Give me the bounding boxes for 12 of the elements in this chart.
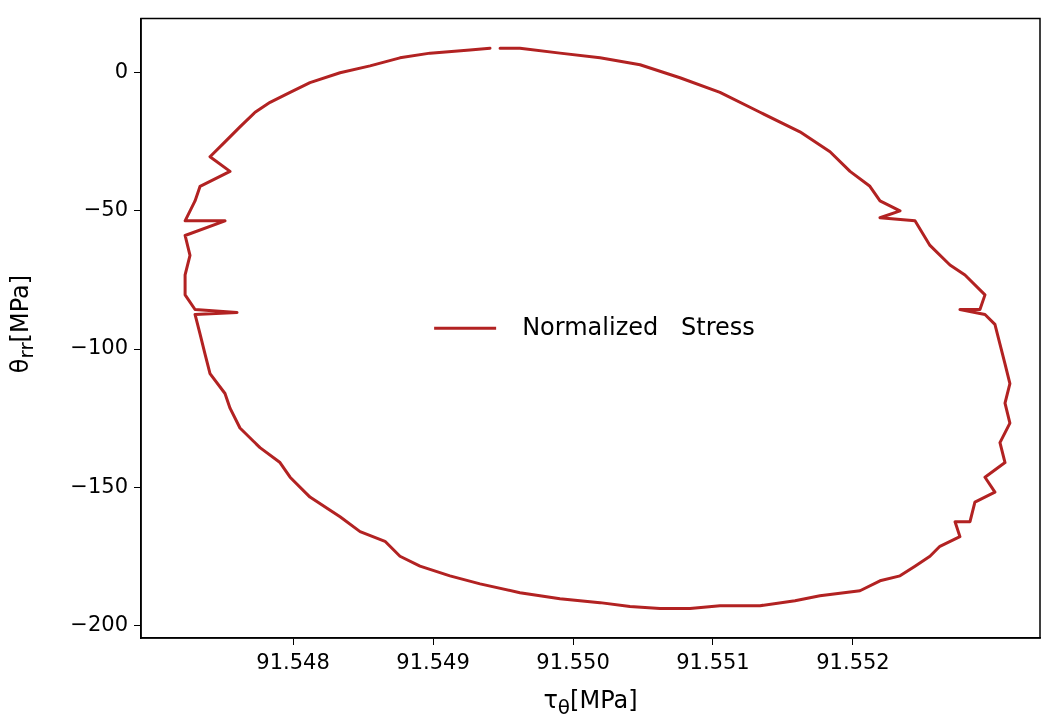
y-tick-label: −100 bbox=[70, 335, 128, 360]
x-tick-label: 91.551 bbox=[676, 650, 750, 675]
y-tick-label: −50 bbox=[83, 197, 128, 222]
legend-label: Normalized Stress bbox=[522, 312, 755, 341]
y-tick-label: 0 bbox=[114, 59, 128, 84]
x-axis-title: τ$_{θ}$[MPa] bbox=[542, 686, 639, 719]
x-tick-label: 91.552 bbox=[816, 650, 890, 675]
y-tick-label: −150 bbox=[70, 473, 128, 498]
y-tick-label: −200 bbox=[70, 611, 128, 636]
x-tick-label: 91.549 bbox=[396, 650, 470, 675]
x-tick-label: 91.548 bbox=[256, 650, 330, 675]
x-tick-label: 91.550 bbox=[536, 650, 610, 675]
